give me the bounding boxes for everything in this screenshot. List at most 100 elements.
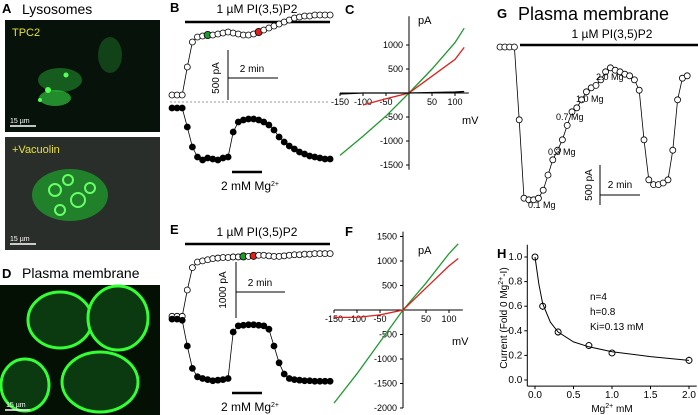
x-tick-label: 0.0: [528, 390, 542, 401]
data-point: [270, 126, 278, 134]
data-point: [178, 91, 186, 99]
panel-label: C: [345, 2, 355, 17]
x-tick-label: 2.0: [682, 390, 696, 401]
y-tick-label: 1.0: [508, 252, 522, 263]
x-tick-label: 0.5: [567, 390, 581, 401]
y-tick-label: 0.2: [508, 350, 522, 361]
data-point: [229, 128, 237, 136]
superscript: 2+: [271, 181, 279, 188]
data-point: [554, 146, 561, 154]
y-tick-label: -1500: [380, 160, 403, 170]
data-point: [640, 136, 648, 144]
panel-label: A: [2, 1, 12, 16]
x-tick-label: 1.0: [605, 390, 619, 401]
x-tick-label: -150: [331, 97, 349, 107]
superscript: 2+: [498, 277, 505, 285]
data-point: [549, 156, 557, 164]
x-tick-label: 100: [441, 314, 456, 324]
data-point: [631, 76, 638, 84]
data-point: [568, 108, 576, 116]
data-point: [626, 72, 633, 80]
panel-label: D: [2, 266, 11, 281]
axis-unit: mV: [452, 336, 469, 348]
y-tick-label: -1000: [374, 354, 397, 364]
data-point: [270, 342, 278, 350]
scale-label: 2 min: [248, 278, 272, 289]
x-tick-label: 50: [427, 97, 437, 107]
y-tick-label: 0.0: [508, 375, 522, 386]
panel-label: F: [345, 224, 353, 239]
treatment-label: 1 µM PI(3,5)P2: [217, 2, 298, 16]
x-tick-label: 50: [421, 314, 431, 324]
data-point: [563, 122, 571, 129]
annotation: 1.0 Mg: [576, 94, 604, 104]
data-point: [183, 123, 191, 131]
data-point: [183, 63, 191, 71]
data-point: [290, 145, 298, 153]
image-caption: +Vacuolin: [12, 144, 60, 156]
data-point: [224, 153, 232, 161]
y-tick-label: 1000: [377, 256, 397, 266]
data-point: [229, 328, 237, 336]
y-tick-label: -500: [379, 330, 397, 340]
x-tick-label: 1.5: [644, 390, 658, 401]
scale-label: 15 µm: [6, 402, 26, 409]
trace-line: [172, 318, 331, 382]
data-point: [573, 104, 581, 112]
data-point: [260, 118, 268, 126]
micrograph: [0, 284, 160, 415]
data-point: [188, 364, 196, 372]
x-tick-label: 100: [447, 97, 462, 107]
x-tick-label: -100: [348, 314, 366, 324]
x-axis-title: Mg2+ mM: [591, 403, 632, 415]
data-point: [183, 286, 191, 294]
data-point: [188, 38, 196, 46]
axis-unit: mV: [462, 115, 479, 127]
data-point: [578, 96, 585, 104]
x-tick-label: -50: [379, 97, 392, 107]
image-caption: TPC2: [12, 27, 40, 39]
x-tick-label: -150: [325, 314, 343, 324]
text-part: Current (Fold 0 Mg: [499, 285, 510, 369]
data-point: [260, 322, 268, 330]
y-tick-label: 0.4: [508, 326, 522, 337]
panel-label: B: [170, 0, 179, 15]
panel-label: E: [170, 222, 179, 237]
annotation: 2.0 Mg: [596, 72, 624, 82]
y-tick-label: 500: [388, 64, 403, 74]
panel-title: Plasma membrane: [518, 4, 669, 24]
data-point: [645, 176, 653, 184]
panel-label: H: [497, 246, 506, 261]
annotation: 0.3 Mg: [548, 147, 576, 157]
data-point: [674, 96, 681, 104]
data-point: [178, 104, 186, 112]
data-point: [285, 142, 293, 150]
data-point: [326, 11, 334, 19]
data-point: [544, 171, 552, 179]
scale-label: 2 min: [240, 64, 264, 75]
annotation: h=0.8: [590, 307, 616, 318]
scale-label: 2 min: [608, 180, 632, 191]
data-point: [602, 68, 609, 76]
data-point: [224, 375, 232, 382]
data-point: [583, 88, 590, 96]
treatment-label: 1 µM PI(3,5)P2: [572, 27, 653, 41]
data-point: [194, 153, 201, 161]
data-point: [326, 155, 334, 163]
data-point: [539, 186, 547, 194]
panel-label: G: [497, 6, 507, 21]
trace-line: [172, 14, 331, 96]
y-tick-label: 1500: [377, 232, 397, 242]
y-tick-label: 1000: [383, 40, 403, 50]
text-part: Mg: [591, 404, 605, 415]
y-tick-label: -2000: [374, 403, 397, 413]
scale-label: 500 pA: [584, 169, 595, 201]
data-point: [188, 264, 196, 272]
data-point: [188, 143, 196, 151]
text-part: mM: [613, 404, 632, 415]
data-point: [559, 136, 566, 144]
annotation: 0.1 Mg: [528, 200, 556, 210]
axis-unit: pA: [418, 245, 432, 257]
data-point: [275, 133, 283, 141]
